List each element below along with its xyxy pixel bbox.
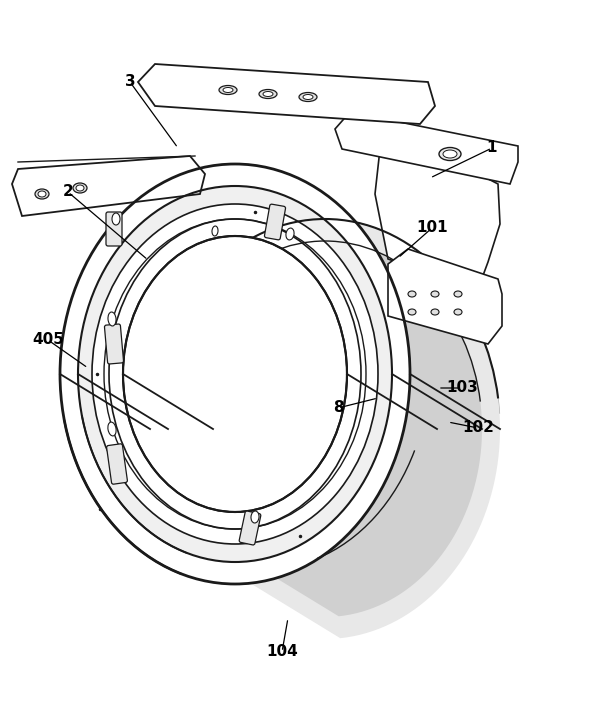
Ellipse shape xyxy=(223,87,233,92)
Ellipse shape xyxy=(408,291,416,297)
Ellipse shape xyxy=(263,92,273,96)
Polygon shape xyxy=(375,149,500,289)
Ellipse shape xyxy=(38,191,46,197)
FancyBboxPatch shape xyxy=(104,324,124,364)
Ellipse shape xyxy=(431,291,439,297)
Text: 3: 3 xyxy=(125,75,136,89)
Ellipse shape xyxy=(60,164,410,584)
Polygon shape xyxy=(12,156,205,216)
Ellipse shape xyxy=(454,309,462,315)
Ellipse shape xyxy=(92,204,378,544)
FancyBboxPatch shape xyxy=(106,212,122,246)
Text: 102: 102 xyxy=(462,420,494,436)
Ellipse shape xyxy=(408,309,416,315)
Ellipse shape xyxy=(454,291,462,297)
Ellipse shape xyxy=(78,186,392,562)
Ellipse shape xyxy=(76,185,84,191)
Ellipse shape xyxy=(123,236,347,512)
Ellipse shape xyxy=(108,422,116,436)
Ellipse shape xyxy=(73,183,87,193)
Text: 2: 2 xyxy=(62,184,73,199)
Ellipse shape xyxy=(112,213,120,225)
FancyBboxPatch shape xyxy=(239,511,261,545)
Ellipse shape xyxy=(431,309,439,315)
Ellipse shape xyxy=(35,189,49,199)
Text: 103: 103 xyxy=(446,380,478,396)
Polygon shape xyxy=(250,165,500,639)
Ellipse shape xyxy=(259,89,277,99)
Ellipse shape xyxy=(219,85,237,94)
Text: 8: 8 xyxy=(332,401,343,415)
Polygon shape xyxy=(335,112,518,184)
Ellipse shape xyxy=(303,94,313,99)
Polygon shape xyxy=(388,249,502,344)
Ellipse shape xyxy=(108,312,116,326)
Ellipse shape xyxy=(212,226,218,236)
Text: 405: 405 xyxy=(32,332,64,348)
FancyBboxPatch shape xyxy=(107,444,127,484)
Polygon shape xyxy=(248,187,482,616)
Ellipse shape xyxy=(443,150,457,158)
FancyBboxPatch shape xyxy=(265,204,286,240)
Ellipse shape xyxy=(439,148,461,161)
Text: 101: 101 xyxy=(416,220,448,236)
Ellipse shape xyxy=(286,228,294,240)
Ellipse shape xyxy=(299,92,317,101)
Ellipse shape xyxy=(251,511,259,523)
Polygon shape xyxy=(138,64,435,124)
Text: 1: 1 xyxy=(487,141,497,156)
Text: 104: 104 xyxy=(266,644,298,660)
